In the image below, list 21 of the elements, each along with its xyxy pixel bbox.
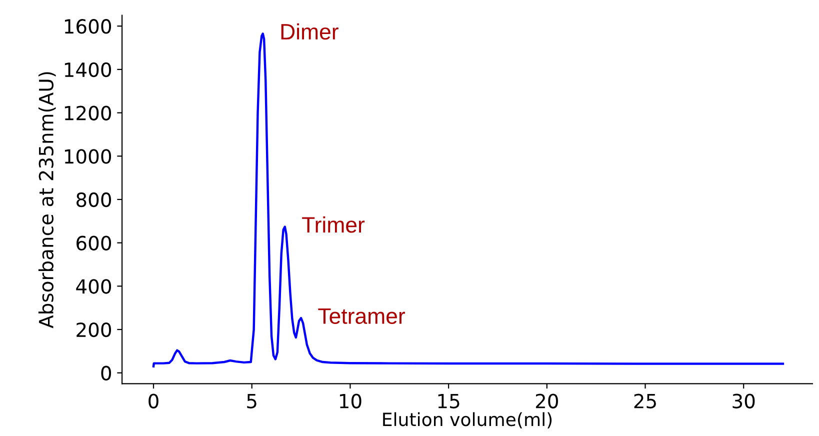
x-tick-label: 15 bbox=[438, 394, 460, 408]
annotation: Trimer bbox=[302, 216, 365, 233]
y-tick-label: 1600 bbox=[64, 19, 112, 34]
y-tick-label: 1000 bbox=[64, 149, 112, 164]
x-tick-label: 0 bbox=[148, 394, 158, 408]
x-tick-label: 25 bbox=[634, 394, 656, 408]
annotation: Tetramer bbox=[318, 308, 405, 324]
x-tick-label: 5 bbox=[247, 394, 256, 408]
y-axis-title: Absorbance at 235nm(AU) bbox=[38, 72, 56, 328]
x-tick-label: 10 bbox=[340, 394, 362, 408]
y-tick-label: 0 bbox=[101, 366, 112, 381]
annotation: Dimer bbox=[281, 23, 338, 40]
y-tick-label: 1400 bbox=[64, 62, 112, 78]
y-tick-label: 1200 bbox=[64, 106, 112, 120]
x-axis-title: Elution volume(ml) bbox=[383, 412, 552, 428]
y-tick-label: 600 bbox=[76, 236, 112, 250]
y-tick-label: 800 bbox=[76, 192, 112, 208]
y-tick-label: 400 bbox=[76, 279, 112, 294]
y-tick-label: 200 bbox=[76, 322, 112, 338]
x-tick-label: 20 bbox=[536, 394, 558, 408]
x-tick-label: 30 bbox=[732, 394, 755, 408]
